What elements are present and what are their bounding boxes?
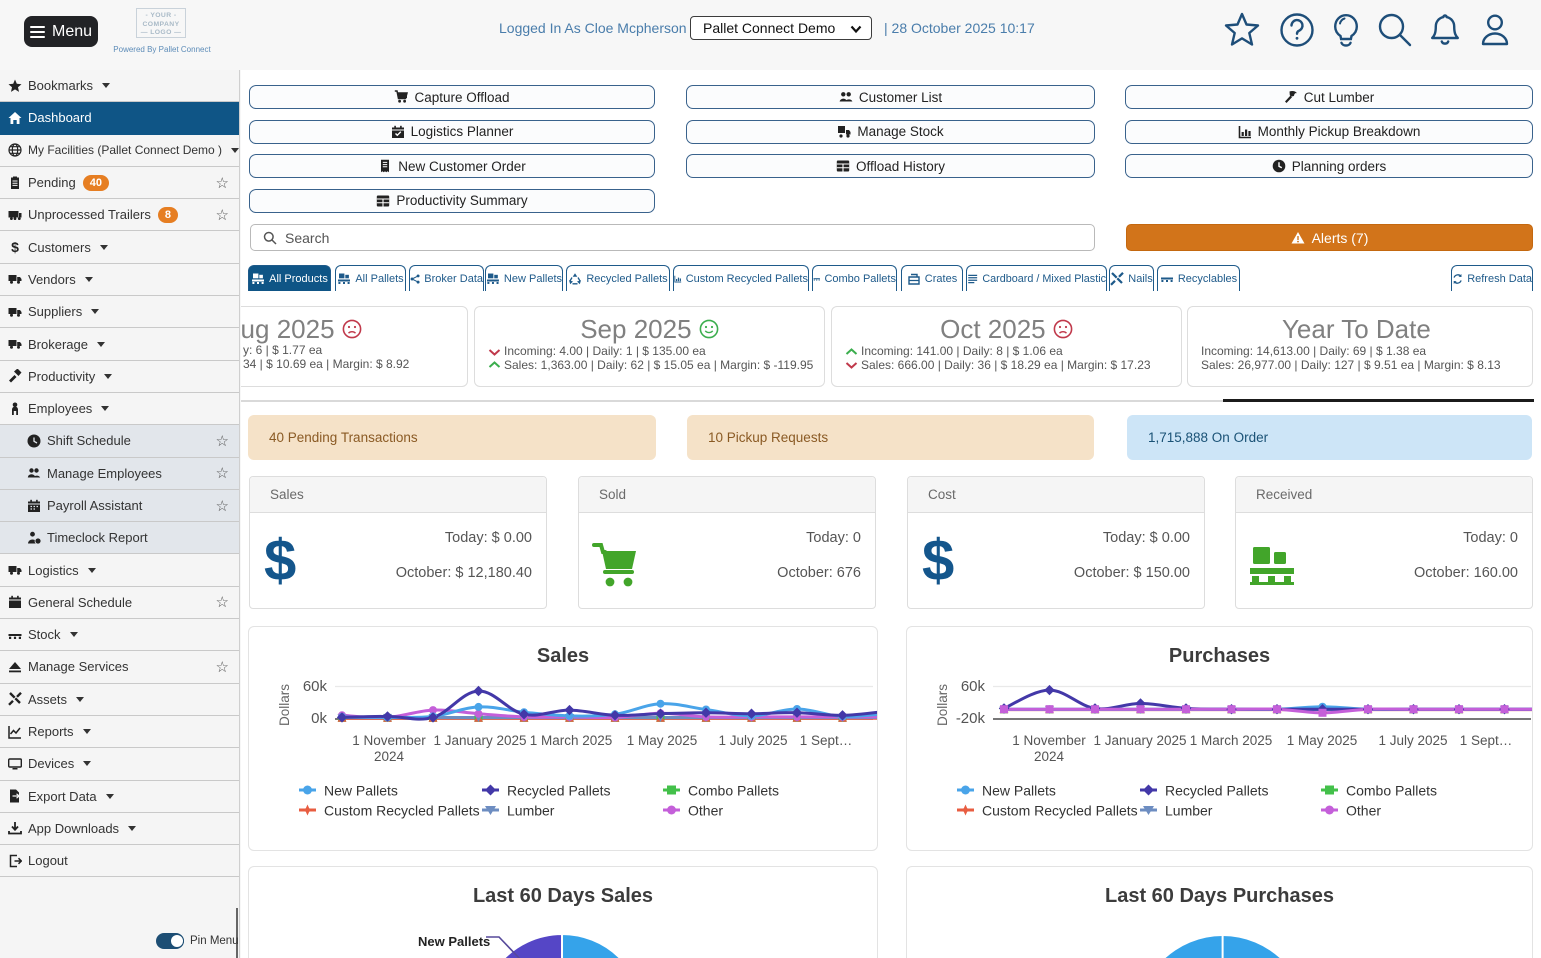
svg-text:60k: 60k — [303, 678, 328, 695]
svg-text:New Pallets: New Pallets — [418, 934, 490, 949]
svg-text:Dollars: Dollars — [935, 684, 950, 726]
svg-text:-20k: -20k — [956, 710, 986, 727]
svg-text:1 March 2025: 1 March 2025 — [530, 733, 613, 748]
svg-text:Other: Other — [1346, 803, 1381, 819]
svg-text:1 May 2025: 1 May 2025 — [627, 733, 698, 748]
svg-text:60k: 60k — [961, 678, 986, 695]
svg-text:1 July 2025: 1 July 2025 — [1378, 733, 1447, 748]
svg-text:0k: 0k — [311, 710, 327, 727]
svg-text:Recycled Pallets: Recycled Pallets — [1165, 783, 1269, 799]
svg-text:Lumber: Lumber — [1165, 803, 1213, 819]
svg-text:Other: Other — [688, 803, 723, 819]
svg-text:Dollars: Dollars — [277, 684, 292, 726]
svg-text:1 March 2025: 1 March 2025 — [1190, 733, 1273, 748]
svg-text:1 Sept…: 1 Sept… — [800, 733, 853, 748]
svg-text:New Pallets: New Pallets — [324, 783, 398, 799]
svg-text:New Pallets: New Pallets — [982, 783, 1056, 799]
svg-text:1 May 2025: 1 May 2025 — [1287, 733, 1358, 748]
svg-text:Custom Recycled Pallets: Custom Recycled Pallets — [324, 803, 480, 819]
svg-text:Combo Pallets: Combo Pallets — [1346, 783, 1437, 799]
svg-text:1 July 2025: 1 July 2025 — [718, 733, 787, 748]
svg-text:1 November: 1 November — [1012, 733, 1086, 748]
svg-text:Combo Pallets: Combo Pallets — [688, 783, 779, 799]
svg-text:1 January 2025: 1 January 2025 — [1093, 733, 1186, 748]
svg-text:2024: 2024 — [1034, 749, 1065, 764]
svg-text:Custom Recycled Pallets: Custom Recycled Pallets — [982, 803, 1138, 819]
svg-text:1 January 2025: 1 January 2025 — [433, 733, 526, 748]
svg-text:Lumber: Lumber — [507, 803, 555, 819]
svg-text:Recycled Pallets: Recycled Pallets — [507, 783, 611, 799]
svg-text:1 Sept…: 1 Sept… — [1460, 733, 1513, 748]
svg-text:2024: 2024 — [374, 749, 405, 764]
svg-text:1 November: 1 November — [352, 733, 426, 748]
